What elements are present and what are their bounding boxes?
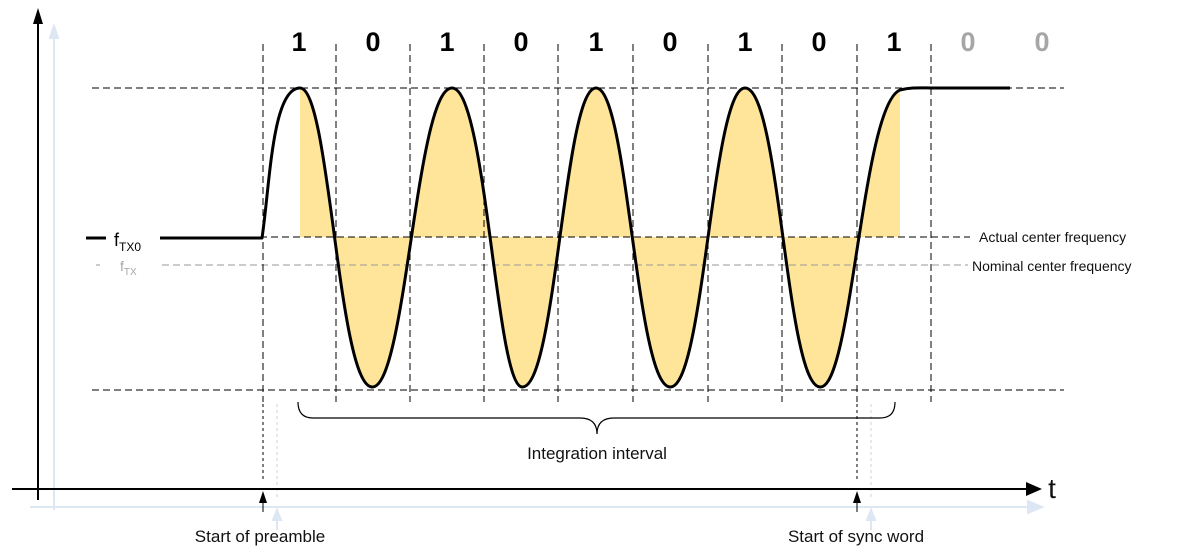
time-axis-label: t <box>1048 473 1056 504</box>
nominal-center-frequency-label: Nominal center frequency <box>972 258 1132 274</box>
ghost-y-arrow <box>48 22 60 39</box>
bit-label: 1 <box>737 27 752 57</box>
x-axis-arrow <box>1026 482 1042 496</box>
axes <box>12 8 1042 500</box>
markers <box>259 491 861 512</box>
ftx-label: fTX <box>120 258 137 278</box>
preamble-arrow <box>259 491 267 503</box>
sync-arrow <box>853 491 861 503</box>
integration-brace <box>297 401 896 435</box>
bit-label: 1 <box>291 27 306 57</box>
bit-labels: 1 0 1 0 1 0 1 0 1 0 0 <box>291 27 1049 57</box>
bit-label: 1 <box>886 27 901 57</box>
integration-interval-label: Integration interval <box>527 444 667 463</box>
bit-label: 0 <box>365 27 380 57</box>
bit-label: 1 <box>439 27 454 57</box>
reference-lines <box>92 87 1064 391</box>
fill-above-center <box>300 88 900 237</box>
start-of-preamble-label: Start of preamble <box>195 527 325 546</box>
bit-label: 0 <box>662 27 677 57</box>
actual-center-frequency-label: Actual center frequency <box>979 229 1126 245</box>
start-of-sync-word-label: Start of sync word <box>788 527 924 546</box>
bit-label: 0 <box>960 27 975 57</box>
bit-label: 0 <box>811 27 826 57</box>
ftx0-label: fTX0 <box>114 230 141 254</box>
bit-label: 0 <box>1034 27 1049 57</box>
frequency-signal-curve <box>160 86 1010 389</box>
ghost-x-arrow <box>1027 499 1045 515</box>
bit-label: 1 <box>588 27 603 57</box>
y-axis-arrow <box>33 8 43 24</box>
bit-label: 0 <box>513 27 528 57</box>
ghost-axes <box>30 22 1045 530</box>
integration-fill <box>300 88 900 388</box>
